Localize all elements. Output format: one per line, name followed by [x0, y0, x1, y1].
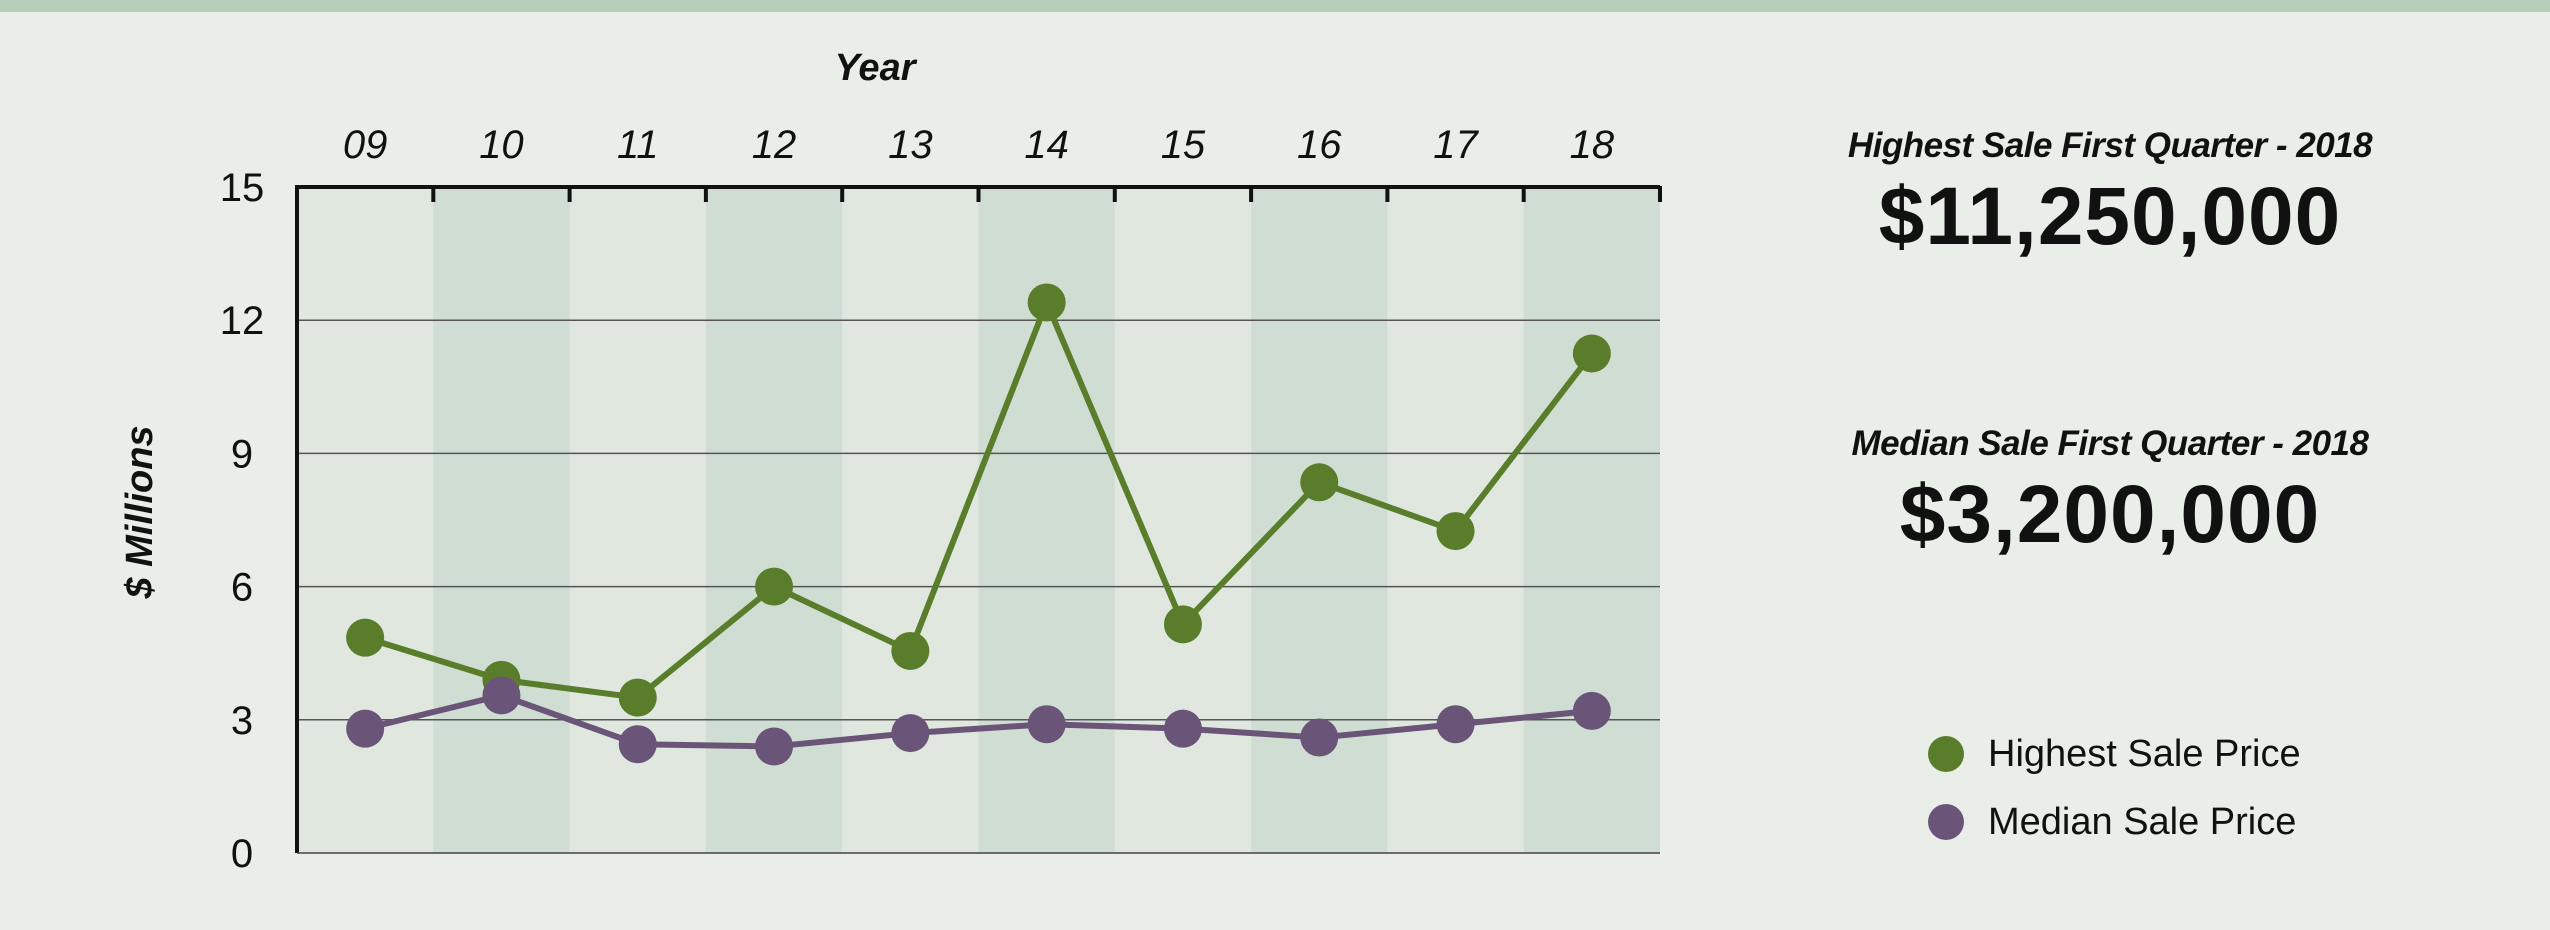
column-band-18 [1523, 187, 1660, 853]
legend-item-median: Median Sale Price [1928, 788, 2301, 856]
column-band-09 [297, 187, 434, 853]
legend: Highest Sale Price Median Sale Price [1928, 720, 2301, 856]
legend-swatch-median [1928, 804, 1964, 840]
line-chart: 09 10 11 12 13 14 15 16 17 18 0 3 6 9 12 15 Year $ Mil… [119, 47, 1662, 876]
x-tick-labels: 09 10 11 12 13 14 15 16 17 18 [343, 123, 1615, 167]
x-tick-label: 17 [1433, 123, 1479, 167]
legend-label-median: Median Sale Price [1988, 800, 2297, 843]
median-point-13 [891, 714, 930, 753]
highest-point-15 [1163, 605, 1202, 644]
legend-item-highest: Highest Sale Price [1928, 720, 2301, 788]
top-accent-bar [0, 0, 2550, 12]
highest-point-14 [1027, 283, 1066, 322]
y-tick-label: 9 [231, 432, 253, 476]
y-tick-label: 12 [220, 299, 265, 343]
median-point-10 [482, 676, 521, 715]
median-sale-label: Median Sale First Quarter - 2018 [1851, 424, 2369, 463]
median-point-18 [1572, 691, 1611, 730]
median-point-11 [618, 725, 657, 764]
x-tick-label: 13 [888, 123, 933, 167]
y-tick-label: 3 [231, 699, 253, 743]
highest-point-12 [755, 567, 794, 606]
y-tick-label: 0 [231, 832, 253, 876]
x-axis-title: Year [835, 47, 918, 89]
series-points [346, 283, 1611, 766]
median-point-14 [1027, 705, 1066, 744]
highest-point-09 [346, 618, 385, 657]
column-band-10 [433, 187, 570, 853]
y-axis-title: $ Millions [119, 425, 161, 599]
median-series-line [364, 692, 1593, 750]
x-tick-label: 10 [479, 123, 524, 167]
median-point-17 [1436, 705, 1475, 744]
median-sale-stat: Median Sale First Quarter - 2018 $3,200,… [1805, 424, 2415, 556]
x-tick-label: 15 [1161, 123, 1206, 167]
median-point-09 [346, 709, 385, 748]
highest-point-11 [618, 678, 657, 717]
highest-series-line [364, 299, 1595, 701]
legend-label-highest: Highest Sale Price [1988, 732, 2301, 775]
median-sale-value: $3,200,000 [1899, 469, 2321, 560]
gridlines [297, 319, 1660, 721]
column-band-15 [1114, 187, 1252, 853]
x-tick-label: 12 [752, 123, 797, 167]
series-lines [364, 299, 1595, 750]
median-point-15 [1163, 709, 1202, 748]
x-tick-label: 14 [1024, 123, 1069, 167]
column-band-13 [842, 187, 979, 853]
x-tick-label: 16 [1297, 123, 1342, 167]
y-tick-labels: 0 3 6 9 12 15 [220, 166, 265, 876]
y-tick-label: 6 [231, 566, 253, 610]
median-point-16 [1300, 718, 1339, 757]
y-tick-label: 15 [220, 166, 265, 210]
x-tick-label: 09 [343, 123, 388, 167]
highest-point-13 [891, 631, 930, 670]
x-tick-label: 11 [617, 123, 659, 167]
highest-point-16 [1300, 463, 1339, 502]
highest-point-18 [1572, 334, 1611, 373]
highest-sale-stat: Highest Sale First Quarter - 2018 $11,25… [1805, 126, 2415, 258]
highest-sale-value: $11,250,000 [1878, 171, 2342, 262]
axes [295, 185, 1662, 854]
x-tick-label: 18 [1570, 123, 1615, 167]
median-point-12 [755, 727, 794, 766]
legend-swatch-highest [1928, 736, 1964, 772]
highest-point-17 [1436, 512, 1475, 551]
highest-sale-label: Highest Sale First Quarter - 2018 [1847, 126, 2373, 165]
